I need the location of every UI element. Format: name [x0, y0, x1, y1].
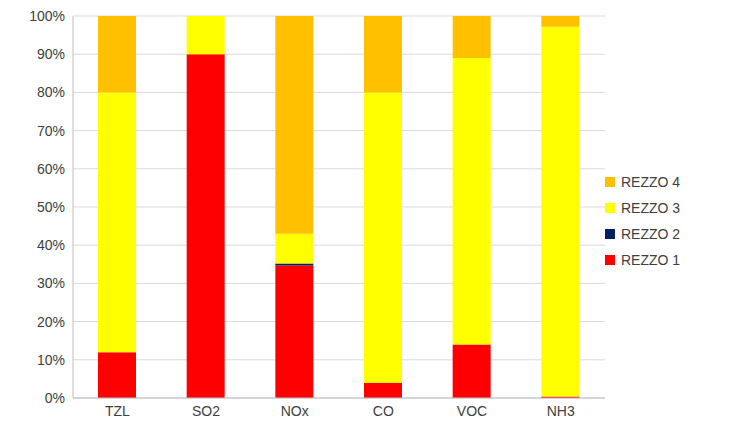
svg-text:100%: 100% — [29, 8, 65, 24]
svg-text:NH3: NH3 — [547, 403, 575, 419]
svg-text:30%: 30% — [37, 275, 65, 291]
svg-text:10%: 10% — [37, 352, 65, 368]
svg-text:SO2: SO2 — [192, 403, 220, 419]
svg-text:70%: 70% — [37, 123, 65, 139]
svg-text:20%: 20% — [37, 314, 65, 330]
html-text:REZZO 2: REZZO 2 — [621, 226, 681, 242]
svg-text:VOC: VOC — [457, 403, 487, 419]
svg-text:0%: 0% — [45, 390, 65, 406]
svg-text:80%: 80% — [37, 84, 65, 100]
html-text:REZZO 1: REZZO 1 — [621, 252, 681, 268]
svg-text:NOx: NOx — [281, 403, 309, 419]
svg-text:CO: CO — [373, 403, 394, 419]
html-text:REZZO 4: REZZO 4 — [621, 174, 681, 190]
svg-text:50%: 50% — [37, 199, 65, 215]
html-text:REZZO 3: REZZO 3 — [621, 200, 681, 216]
svg-text:60%: 60% — [37, 161, 65, 177]
svg-text:TZL: TZL — [105, 403, 130, 419]
svg-text:90%: 90% — [37, 46, 65, 62]
svg-text:40%: 40% — [37, 237, 65, 253]
